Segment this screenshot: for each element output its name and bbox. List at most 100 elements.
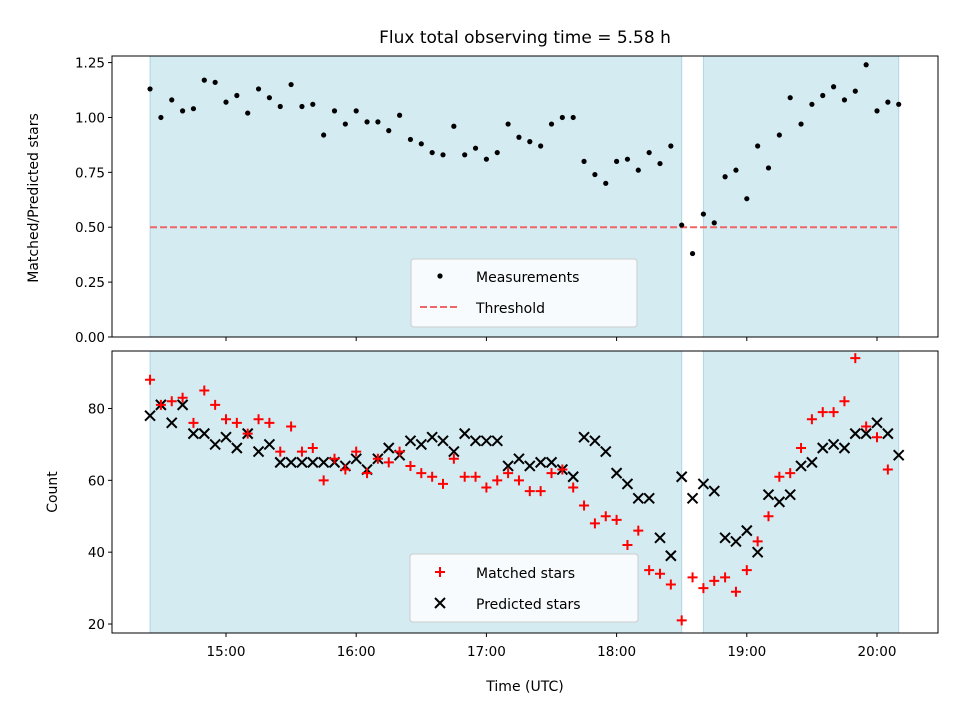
shaded-interval (702, 55, 900, 338)
measurement-point (147, 86, 153, 92)
matched-point (372, 453, 383, 464)
matched-point (600, 511, 611, 522)
measurement-point (288, 81, 294, 88)
predicted-point (263, 438, 276, 451)
measurement-point (180, 108, 186, 114)
matched-point (145, 374, 156, 385)
predicted-point (567, 471, 579, 483)
predicted-point (589, 435, 601, 447)
axes-frame (111, 350, 939, 634)
measurement-point (776, 132, 782, 138)
top-y-axis-label: Matched/Predicted stars (26, 113, 42, 283)
measurement-point (646, 149, 652, 156)
legend-marker-predicted (434, 597, 446, 609)
measurement-point (158, 114, 164, 121)
measurement-point (570, 114, 576, 121)
measurement-point (831, 84, 837, 90)
measurement-point (863, 62, 869, 68)
bottom-legend: Matched stars Predicted stars (409, 553, 639, 623)
predicted-point (448, 445, 460, 458)
measurement-point (711, 220, 717, 226)
matched-point (817, 407, 828, 418)
predicted-point (176, 399, 189, 411)
matched-point (785, 468, 796, 479)
measurement-point (407, 136, 414, 143)
top-legend: Measurements Threshold (410, 258, 638, 328)
predicted-point (350, 453, 362, 465)
measurement-point (679, 222, 685, 228)
measurement-point (896, 101, 902, 107)
matched-point (221, 414, 231, 425)
matched-point (286, 421, 297, 432)
predicted-point (317, 456, 330, 469)
predicted-point (187, 427, 200, 440)
measurement-point (592, 171, 598, 178)
measurement-point (516, 134, 522, 140)
predicted-point (784, 488, 796, 501)
predicted-point (686, 492, 699, 504)
x-tick-label: 16:00 (337, 644, 376, 660)
bottom-y-tick-label: 40 (88, 545, 105, 561)
predicted-point (480, 435, 493, 447)
predicted-point (534, 456, 547, 469)
predicted-point (860, 427, 872, 440)
legend-box (409, 553, 639, 623)
predicted-point (209, 438, 221, 451)
measurement-point (429, 149, 435, 156)
matched-point (210, 399, 221, 410)
measurement-point (635, 167, 641, 173)
matched-point (470, 471, 481, 482)
measurement-point (169, 97, 175, 103)
x-tick-label: 17:00 (467, 644, 506, 660)
predicted-point (166, 417, 178, 429)
predicted-point (751, 546, 764, 558)
matched-point (524, 486, 535, 497)
predicted-point (665, 550, 677, 562)
predicted-point (198, 427, 211, 440)
measurement-point (614, 158, 620, 164)
matched-point (416, 468, 427, 479)
measurement-point (668, 143, 674, 149)
measurement-point (581, 158, 587, 164)
bottom-y-axis-label: Count (45, 471, 61, 513)
measurement-point (462, 152, 468, 158)
measurement-point (483, 156, 489, 162)
matched-point (362, 468, 373, 479)
matched-point (763, 511, 774, 522)
predicted-point (307, 456, 319, 469)
predicted-point (502, 460, 514, 472)
axes-frame (111, 55, 939, 338)
measurement-point (331, 108, 338, 114)
predicted-point (545, 456, 558, 469)
matched-point (709, 575, 720, 586)
matched-point (296, 446, 307, 457)
predicted-point (404, 435, 417, 447)
measurement-point (798, 121, 804, 127)
predicted-point (296, 456, 308, 469)
matched-point (568, 482, 579, 493)
matched-point (438, 478, 448, 489)
matched-point (253, 414, 264, 425)
predicted-point (882, 427, 894, 440)
bottom-y-tick-label: 60 (88, 473, 105, 489)
measurement-point (765, 165, 772, 171)
measurement-point (321, 132, 327, 138)
matched-point (741, 565, 752, 576)
matched-point (872, 432, 882, 443)
x-tick-label: 20:00 (858, 644, 897, 660)
predicted-point (838, 442, 851, 454)
x-axis-label: Time (UTC) (485, 679, 563, 695)
measurement-point (353, 108, 359, 114)
measurement-point (874, 108, 880, 114)
bottom-y-tick-label: 80 (88, 401, 105, 417)
measurement-point (299, 103, 305, 110)
predicted-point (849, 427, 862, 440)
matched-point (427, 471, 438, 482)
top-y-tick-label: 0.25 (75, 275, 105, 291)
measurement-point (255, 86, 262, 92)
x-tick-label: 18:00 (597, 644, 636, 660)
predicted-point (220, 431, 232, 443)
measurement-point (364, 119, 370, 125)
predicted-point (144, 409, 156, 422)
predicted-point (610, 467, 623, 479)
